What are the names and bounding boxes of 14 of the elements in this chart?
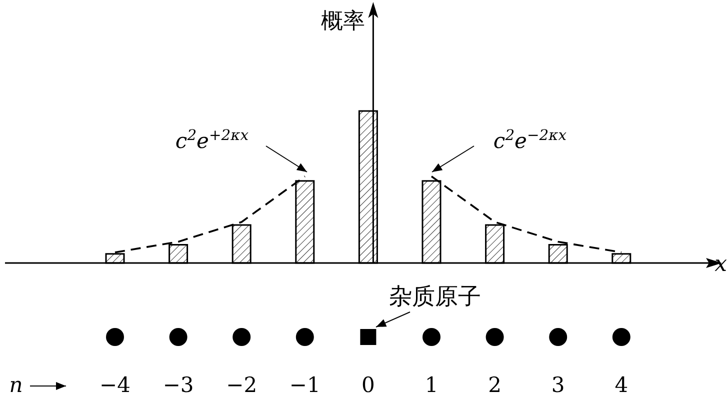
text: n: [9, 373, 23, 397]
x-tick-label: −1: [289, 373, 320, 397]
x-tick-label: 4: [614, 373, 628, 397]
x-tick-label: −3: [162, 373, 194, 397]
x-tick-label: 3: [551, 373, 565, 397]
annotation: c$^{2}$e$^{+2κx}$: [175, 126, 250, 153]
x-tick-label: 0: [362, 373, 375, 397]
x-tick-label: 1: [424, 373, 438, 397]
y-axis-title: 概率: [321, 9, 366, 34]
x-tick-label: −4: [100, 373, 130, 397]
annotation: c$^{2}$e$^{−2κx}$: [493, 126, 568, 153]
text: 杂质原子: [389, 284, 481, 310]
x-tick-label: −2: [226, 373, 258, 397]
x-tick-label: 2: [488, 373, 502, 397]
